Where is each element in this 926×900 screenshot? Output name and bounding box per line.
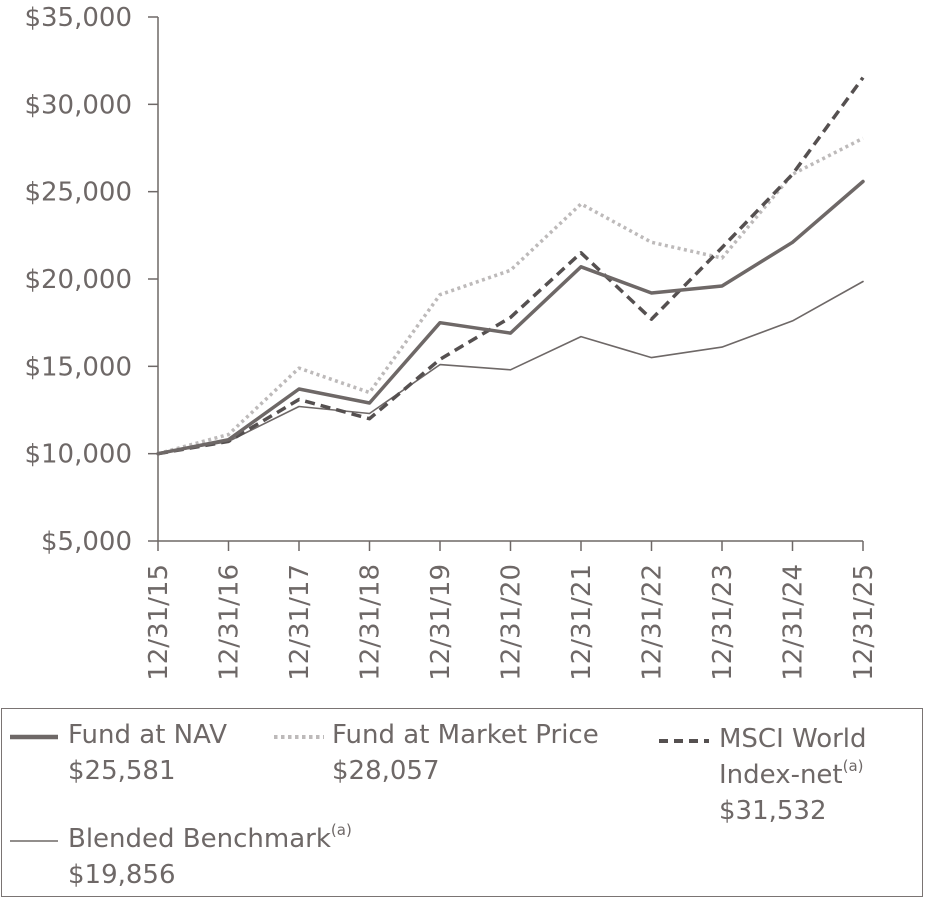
x-axis-ticks: 12/31/15 12/31/16 12/31/17 12/31/18 12/31/19…	[144, 541, 879, 681]
legend-label-nav: Fund at NAV	[68, 720, 228, 750]
series-line-fund-at-nav	[156, 179, 865, 456]
legend-label-msci-line1: MSCI World	[719, 724, 867, 754]
legend-label-msci-line2: Index-net	[719, 760, 843, 790]
chart-legend: Fund at NAV $25,581 Fund at Market Price…	[1, 708, 923, 897]
x-tick-label: 12/31/15	[144, 564, 174, 681]
x-tick-label: 12/31/20	[497, 564, 527, 681]
legend-footnote-msci: (a)	[842, 757, 864, 775]
legend-value-blended: $19,856	[68, 860, 176, 890]
x-tick-label: 12/31/19	[426, 564, 456, 681]
legend-swatch-nav	[10, 734, 58, 740]
legend-value-market: $28,057	[332, 756, 440, 786]
x-tick-label: 12/31/21	[567, 564, 597, 681]
y-tick-label: $10,000	[24, 440, 132, 470]
legend-label-market: Fund at Market Price	[332, 720, 599, 750]
growth-line-chart: $5,000 $10,000 $15,000 $20,000 $25,000 $30,00…	[24, 3, 879, 681]
series-line-blended-benchmark	[157, 280, 864, 455]
series-lines	[156, 76, 865, 456]
legend-value-msci: $31,532	[719, 796, 827, 826]
x-tick-label: 12/31/17	[285, 564, 315, 681]
y-axis-ticks: $5,000 $10,000 $15,000 $20,000 $25,000 $30,00…	[24, 3, 158, 557]
y-tick-label: $5,000	[41, 527, 132, 557]
x-tick-label: 12/31/18	[356, 564, 386, 681]
legend-label-blended: Blended Benchmark	[68, 824, 331, 854]
legend-footnote-blended: (a)	[330, 821, 352, 839]
legend-swatch-msci	[659, 739, 709, 743]
y-tick-label: $15,000	[24, 352, 132, 382]
x-tick-label: 12/31/22	[638, 564, 668, 681]
chart-axes	[157, 17, 863, 542]
legend-value-nav: $25,581	[68, 756, 176, 786]
x-tick-label: 12/31/24	[779, 564, 809, 681]
y-tick-label: $35,000	[24, 3, 132, 33]
x-tick-label: 12/31/23	[708, 564, 738, 681]
y-tick-label: $25,000	[24, 178, 132, 208]
series-line-msci-world-index-net	[157, 76, 865, 456]
x-tick-label: 12/31/16	[215, 564, 245, 681]
x-tick-label: 12/31/25	[849, 564, 879, 681]
series-line-fund-at-market-price	[157, 136, 864, 456]
y-tick-label: $20,000	[24, 265, 132, 295]
legend-swatch-market	[274, 735, 324, 739]
y-tick-label: $30,000	[24, 90, 132, 120]
legend-swatch-blended	[10, 840, 58, 842]
